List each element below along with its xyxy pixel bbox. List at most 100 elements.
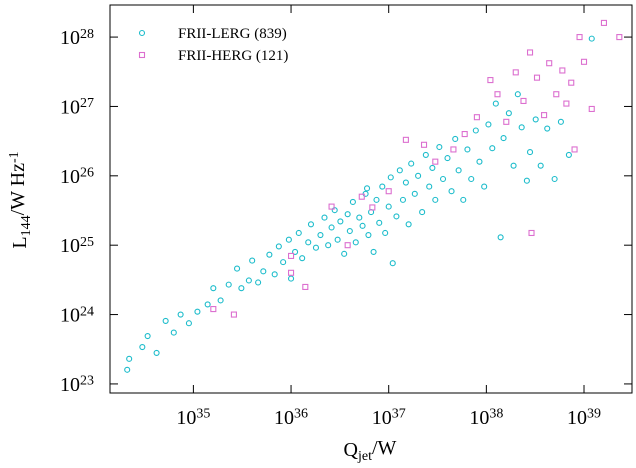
point	[510, 162, 517, 169]
point	[600, 19, 607, 26]
point	[429, 164, 436, 171]
point	[337, 218, 344, 225]
point	[432, 158, 439, 165]
point	[385, 188, 392, 195]
point	[485, 121, 492, 128]
point	[285, 236, 292, 243]
point	[520, 97, 527, 105]
y-tick-label: 1024​	[60, 304, 94, 326]
point	[526, 149, 534, 156]
point	[210, 306, 217, 313]
point	[523, 177, 530, 184]
x-tick-label: 1039​	[567, 407, 601, 429]
legend-marker	[138, 51, 146, 59]
point	[393, 213, 400, 220]
point	[533, 74, 541, 81]
point	[473, 114, 480, 121]
point	[363, 185, 371, 192]
point	[551, 175, 558, 183]
point	[325, 242, 332, 249]
point	[396, 167, 403, 174]
x-tick-label: 1038​	[469, 407, 503, 429]
point	[260, 268, 267, 275]
point	[399, 196, 407, 203]
point	[334, 236, 341, 243]
point	[230, 311, 237, 318]
point	[299, 255, 306, 262]
point	[460, 196, 467, 203]
point	[415, 172, 422, 179]
x-tick-label: 1036​	[274, 407, 308, 429]
point	[356, 214, 363, 221]
point	[512, 69, 519, 76]
point	[341, 250, 348, 257]
point	[576, 34, 583, 41]
plot-frame	[109, 4, 633, 394]
y-axis-label: L144​/W Hz-1​	[7, 151, 34, 248]
point	[565, 151, 572, 158]
y-tick-label: 1027​	[60, 96, 94, 118]
point	[287, 269, 295, 276]
point	[563, 100, 570, 107]
y-tick-label: 1023​	[60, 374, 94, 396]
point	[541, 112, 548, 119]
point	[234, 265, 241, 272]
y-tick-label: 1026​	[60, 166, 94, 188]
point	[505, 110, 512, 117]
legend-label: FRII-LERG (839)	[178, 26, 287, 42]
point	[376, 219, 383, 226]
legend-label: FRII-HERG (121)	[178, 48, 288, 64]
point	[238, 285, 245, 292]
point	[411, 190, 418, 197]
point	[245, 277, 252, 284]
point	[139, 344, 146, 351]
point	[373, 196, 380, 203]
point	[494, 91, 501, 98]
point	[352, 239, 359, 246]
point	[225, 281, 232, 288]
point	[580, 58, 588, 65]
legend-marker	[138, 29, 146, 37]
point	[379, 183, 386, 190]
point	[481, 183, 488, 190]
point	[588, 35, 595, 42]
point	[346, 227, 353, 235]
point	[408, 160, 415, 167]
point	[476, 158, 483, 165]
point	[452, 135, 459, 142]
point	[402, 179, 409, 186]
point	[305, 239, 312, 246]
point	[194, 308, 201, 315]
point	[280, 259, 287, 266]
point	[532, 116, 539, 123]
point	[518, 124, 525, 131]
point	[369, 204, 376, 211]
point	[358, 193, 365, 200]
point	[307, 221, 315, 228]
point	[349, 198, 356, 206]
point	[321, 214, 328, 221]
point	[444, 155, 451, 162]
point	[588, 105, 595, 113]
point	[331, 207, 338, 214]
point	[126, 355, 133, 362]
point	[287, 252, 295, 259]
point	[571, 146, 578, 153]
point	[365, 232, 372, 239]
y-tick-label: 1028​	[60, 27, 94, 49]
point	[328, 203, 335, 210]
point	[275, 243, 282, 250]
point	[389, 260, 396, 267]
point	[436, 143, 443, 151]
point	[312, 244, 320, 251]
point	[370, 248, 377, 255]
point	[382, 229, 389, 237]
point	[177, 311, 184, 318]
point	[489, 145, 496, 152]
point	[537, 162, 544, 169]
point	[405, 221, 412, 228]
point	[153, 349, 160, 356]
point	[420, 141, 428, 148]
x-axis-label: Qjet​/W	[344, 437, 397, 464]
